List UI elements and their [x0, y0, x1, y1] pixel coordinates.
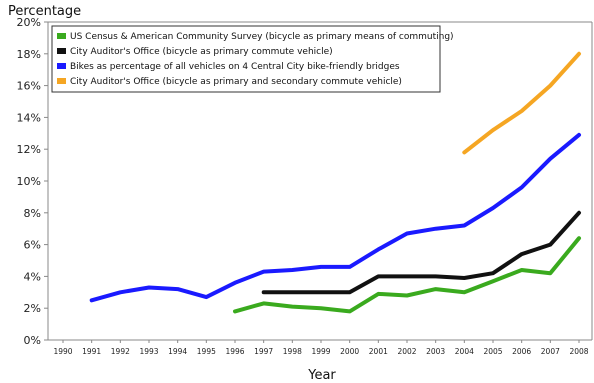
x-tick-label: 2005	[483, 347, 502, 356]
series-line-2	[261, 210, 581, 295]
x-tick-label: 2002	[397, 347, 416, 356]
y-tick-label: 14%	[17, 111, 41, 124]
y-tick-label: 10%	[17, 175, 41, 188]
x-tick-label: 1994	[168, 347, 187, 356]
legend-swatch	[57, 33, 66, 39]
legend-label: City Auditor's Office (bicycle as primar…	[70, 77, 402, 87]
legend: US Census & American Community Survey (b…	[51, 25, 454, 93]
y-tick-label: 4%	[24, 270, 41, 283]
x-tick-label: 2003	[426, 347, 445, 356]
x-tick-label: 1993	[139, 347, 158, 356]
y-tick-label: 12%	[17, 143, 41, 156]
x-ticks: 1990 1991 1992 1993 1994 1995 1996 1997 1998 1999…	[53, 340, 589, 356]
x-axis-title: Year	[307, 368, 336, 383]
series-line-3	[89, 132, 581, 303]
y-ticks: 0% 2% 4% 6% 8% 10% 12% 14% 16% 18% 20%	[17, 16, 48, 347]
x-tick-label: 1999	[311, 347, 330, 356]
x-tick-label: 1997	[254, 347, 273, 356]
x-tick-label: 1998	[283, 347, 302, 356]
x-tick-label: 2007	[541, 347, 560, 356]
x-tick-label: 1992	[111, 347, 130, 356]
legend-swatch	[57, 78, 66, 84]
x-tick-label: 1990	[53, 347, 72, 356]
x-tick-label: 2000	[340, 347, 359, 356]
y-tick-label: 20%	[17, 16, 41, 29]
x-tick-label: 2004	[455, 347, 474, 356]
legend-label: City Auditor's Office (bicycle as primar…	[70, 47, 333, 57]
x-tick-label: 1996	[225, 347, 244, 356]
legend-label: Bikes as percentage of all vehicles on 4…	[70, 62, 400, 72]
x-tick-label: 2008	[569, 347, 588, 356]
x-tick-label: 2006	[512, 347, 531, 356]
y-tick-label: 2%	[24, 302, 41, 315]
series-lines	[89, 51, 581, 314]
legend-box	[51, 25, 441, 93]
y-axis-title: Percentage	[8, 4, 81, 19]
series-line-1	[233, 236, 581, 314]
y-tick-label: 16%	[17, 80, 41, 93]
legend-swatch	[57, 63, 66, 69]
legend-label: US Census & American Community Survey (b…	[70, 32, 454, 42]
y-tick-label: 8%	[24, 207, 41, 220]
y-tick-label: 0%	[24, 334, 41, 347]
y-tick-label: 18%	[17, 48, 41, 61]
x-tick-label: 2001	[369, 347, 388, 356]
legend-swatch	[57, 48, 66, 54]
series-line-4	[462, 51, 581, 155]
x-tick-label: 1991	[82, 347, 101, 356]
y-tick-label: 6%	[24, 239, 41, 252]
x-tick-label: 1995	[197, 347, 216, 356]
